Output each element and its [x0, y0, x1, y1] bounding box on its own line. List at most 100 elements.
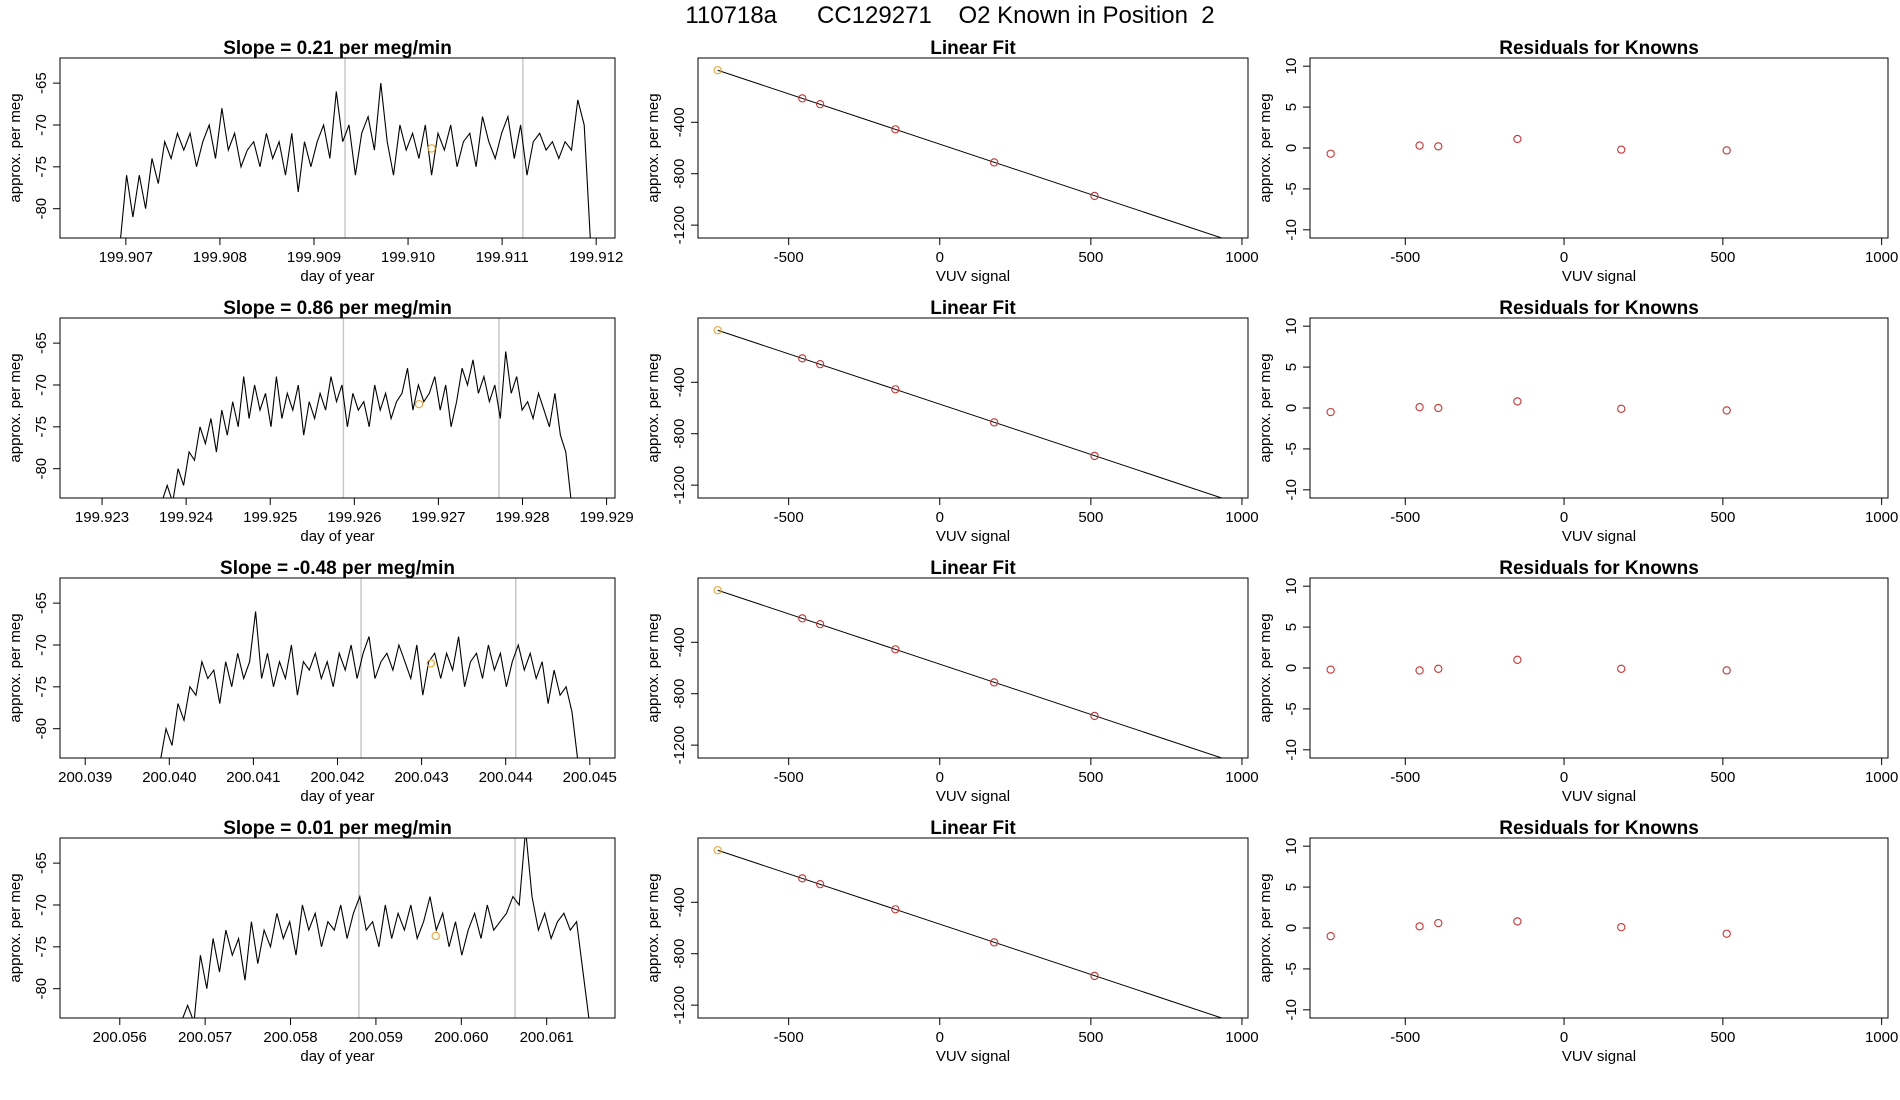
x-tick-label: -500 — [774, 769, 804, 786]
y-tick-label: -70 — [33, 894, 50, 916]
data-point — [798, 94, 807, 103]
x-tick-label: -500 — [774, 249, 804, 266]
y-axis-label: approx. per meg — [7, 353, 24, 462]
x-tick-label: 1000 — [1225, 769, 1258, 786]
x-tick-label: 199.923 — [75, 509, 129, 526]
plot-frame — [1309, 577, 1889, 759]
x-tick-label: 199.907 — [99, 249, 153, 266]
data-point — [1722, 406, 1731, 415]
chart-title: Slope = 0.86 per meg/min — [223, 298, 452, 319]
data-point — [1722, 146, 1731, 155]
chart-panel-2: Linear Fit -500 0 500 1000 -1200 -800 -400 VUV s… — [645, 38, 1259, 285]
plot-area — [713, 66, 1224, 238]
y-tick-label: -5 — [1283, 962, 1300, 975]
x-axis-label: VUV signal — [936, 528, 1010, 545]
plot-frame — [697, 577, 1249, 759]
data-point — [1617, 404, 1626, 413]
x-tick-label: 199.925 — [243, 509, 297, 526]
plot-frame — [59, 317, 616, 499]
x-tick-label: 500 — [1078, 249, 1103, 266]
x-tick-label: 199.926 — [327, 509, 381, 526]
y-tick-label: -65 — [33, 592, 50, 614]
y-tick-label: -65 — [33, 72, 50, 94]
x-tick-label: 500 — [1710, 249, 1735, 266]
data-point — [990, 418, 999, 427]
data-point — [891, 125, 900, 134]
data-point — [815, 620, 825, 629]
x-tick-label: 199.909 — [287, 249, 341, 266]
x-tick-label: -500 — [1390, 769, 1420, 786]
data-point — [1090, 711, 1099, 721]
plot-area — [1326, 397, 1731, 417]
x-tick-label: 200.045 — [563, 769, 617, 786]
x-tick-label: 200.043 — [394, 769, 448, 786]
y-axis-label: approx. per meg — [645, 93, 662, 202]
plot-frame — [697, 57, 1249, 239]
y-axis-label: approx. per meg — [645, 353, 662, 462]
signal-trace-line — [162, 351, 572, 498]
x-tick-label: 0 — [1560, 769, 1568, 786]
x-axis-label: VUV signal — [936, 1048, 1010, 1065]
y-tick-label: -400 — [671, 887, 688, 917]
x-axis-label: VUV signal — [936, 788, 1010, 805]
x-tick-label: 200.058 — [263, 1029, 317, 1046]
data-point — [1434, 918, 1443, 928]
y-tick-label: -70 — [33, 114, 50, 136]
marker-point — [414, 400, 424, 409]
data-point — [891, 905, 900, 914]
x-axis-label: day of year — [300, 788, 374, 805]
plot-frame — [1309, 57, 1889, 239]
data-point — [713, 66, 722, 75]
page-title: 110718a CC129271 O2 Known in Position 2 — [685, 2, 1215, 29]
chart-panel-1: Slope = 0.21 per meg/min 199.907 199.908 19… — [7, 38, 623, 285]
x-tick-label: 1000 — [1865, 249, 1898, 266]
y-axis-label: approx. per meg — [645, 613, 662, 722]
data-point — [798, 614, 807, 623]
data-point — [815, 880, 825, 889]
y-tick-label: 5 — [1283, 883, 1300, 891]
chart-title: Residuals for Knowns — [1499, 558, 1699, 579]
y-tick-label: -75 — [33, 676, 50, 698]
data-point — [1617, 923, 1626, 932]
y-axis-label: approx. per meg — [1257, 93, 1274, 202]
x-axis-label: day of year — [300, 1048, 374, 1065]
x-tick-label: 200.042 — [310, 769, 364, 786]
x-tick-label: 199.924 — [159, 509, 213, 526]
chart-title: Slope = 0.01 per meg/min — [223, 818, 452, 839]
y-tick-label: 5 — [1283, 103, 1300, 111]
y-tick-label: -800 — [671, 679, 688, 709]
chart-title: Slope = -0.48 per meg/min — [220, 558, 455, 579]
y-tick-label: 10 — [1283, 578, 1300, 595]
x-tick-label: -500 — [1390, 249, 1420, 266]
x-tick-label: 0 — [1560, 249, 1568, 266]
x-axis-label: VUV signal — [1562, 268, 1636, 285]
plot-area — [1326, 655, 1731, 675]
y-tick-label: -5 — [1283, 182, 1300, 195]
fit-line — [717, 849, 1224, 1018]
data-point — [798, 354, 807, 363]
plot-frame — [59, 57, 616, 239]
y-tick-label: 10 — [1283, 318, 1300, 335]
fit-line — [717, 589, 1224, 758]
y-tick-label: -10 — [1283, 479, 1300, 501]
chart-title: Linear Fit — [930, 38, 1016, 59]
data-point — [1434, 403, 1443, 413]
x-tick-label: 199.912 — [569, 249, 623, 266]
data-point — [1513, 655, 1522, 664]
y-tick-label: 0 — [1283, 404, 1300, 412]
y-axis-label: approx. per meg — [645, 873, 662, 982]
plot-area — [713, 326, 1224, 498]
chart-title: Linear Fit — [930, 818, 1016, 839]
marker-point — [431, 931, 440, 941]
chart-title: Residuals for Knowns — [1499, 818, 1699, 839]
x-tick-label: 200.057 — [178, 1029, 232, 1046]
y-tick-label: -80 — [33, 458, 50, 480]
y-tick-label: 0 — [1283, 664, 1300, 672]
y-tick-label: -10 — [1283, 999, 1300, 1021]
signal-trace-line — [160, 611, 579, 758]
x-tick-label: 200.044 — [479, 769, 533, 786]
x-tick-label: 0 — [936, 769, 944, 786]
x-tick-label: -500 — [774, 509, 804, 526]
data-point — [815, 360, 825, 369]
